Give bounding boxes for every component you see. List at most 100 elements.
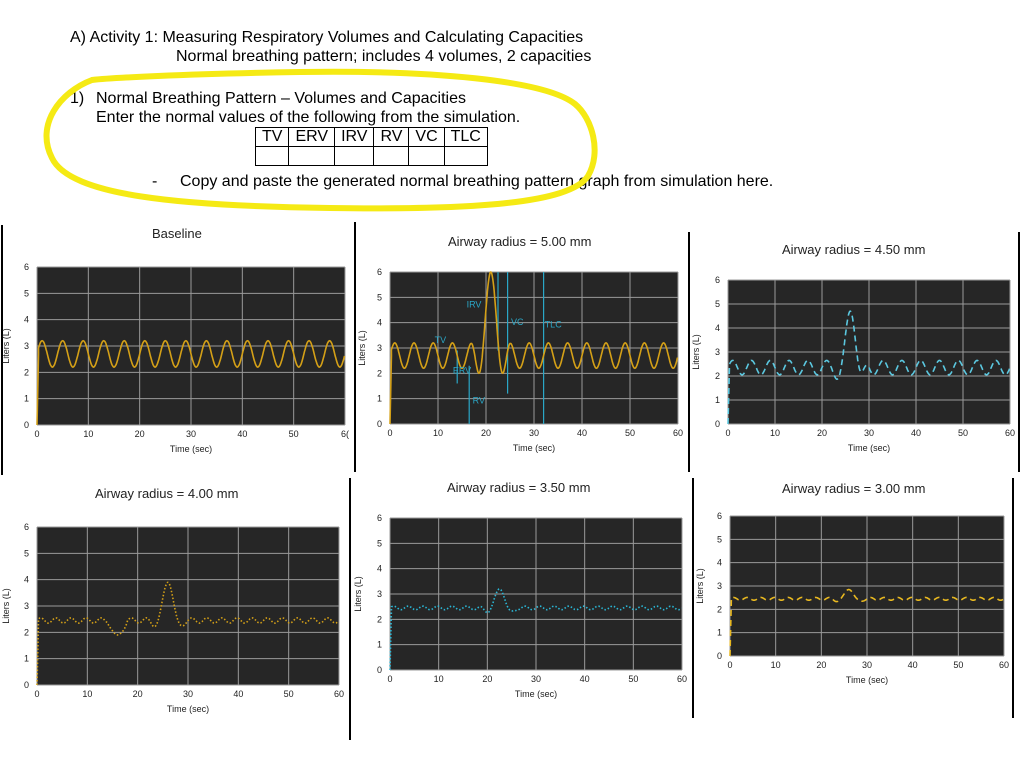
panel-separator [354,222,356,472]
x-tick-label: 40 [233,689,243,699]
volumes-table-cell[interactable] [334,146,375,166]
y-tick-label: 4 [377,564,382,574]
y-tick-label: 4 [717,558,722,568]
y-axis-label: Liters (L) [1,328,11,364]
volume-annotation: TLC [545,320,563,330]
chart-title-baseline: Baseline [152,226,202,241]
chart-radius-3-50: 0 10 20 30 40 50 60 0 1 2 3 4 5 6 Time (sec) Liters (L) [353,513,687,699]
panel-separator [692,478,694,718]
chart-title-radius-4-50: Airway radius = 4.50 mm [782,242,926,257]
y-tick-label: 6 [717,511,722,521]
question-instruction: Enter the normal values of the following… [96,109,521,126]
y-tick-label: 4 [715,323,720,333]
y-tick-label: 0 [24,420,29,430]
y-tick-label: 6 [715,275,720,285]
x-tick-label: 20 [133,689,143,699]
y-tick-label: 3 [24,601,29,611]
series-line [36,339,346,426]
x-tick-label: 60 [677,674,687,684]
y-tick-label: 6 [24,522,29,532]
y-tick-label: 6 [377,513,382,523]
y-tick-label: 2 [24,627,29,637]
y-tick-label: 5 [715,299,720,309]
highlight-stroke [43,68,598,212]
y-tick-label: 1 [717,628,722,638]
y-tick-label: 2 [24,367,29,377]
volume-annotation: RV [473,396,485,406]
x-tick-label: 20 [482,674,492,684]
y-tick-label: 5 [24,548,29,558]
y-tick-label: 1 [715,395,720,405]
highlight-loop [43,68,598,212]
x-tick-label: 40 [580,674,590,684]
x-tick-label: 50 [284,689,294,699]
x-tick-label: 20 [816,660,826,670]
bullet-text: Copy and paste the generated normal brea… [180,173,774,190]
volumes-table-header: VC [408,127,445,147]
x-tick-label: 10 [434,674,444,684]
x-tick-label: 6( [341,429,349,439]
x-tick-label: 60 [334,689,344,699]
series-line [389,270,679,425]
x-tick-label: 0 [387,428,392,438]
y-axis-label: Liters (L) [691,334,701,370]
chart-radius-4-00: 0 10 20 30 40 50 60 0 1 2 3 4 5 6 Time (sec) Liters (L) [1,522,344,714]
y-tick-label: 6 [24,262,29,272]
x-tick-label: 60 [673,428,683,438]
panel-separator [349,478,351,740]
y-tick-label: 1 [24,654,29,664]
y-tick-label: 0 [24,680,29,690]
volumes-table-value-row [254,146,488,166]
chart-radius-3-00: 0 10 20 30 40 50 60 0 1 2 3 4 5 6 Time (sec) Liters (L) [695,511,1009,685]
x-axis-label: Time (sec) [848,443,890,453]
y-tick-label: 3 [377,589,382,599]
x-tick-label: 30 [183,689,193,699]
y-tick-label: 0 [715,419,720,429]
y-tick-label: 5 [377,292,382,302]
x-axis-label: Time (sec) [515,689,557,699]
y-tick-label: 5 [717,534,722,544]
y-tick-label: 2 [717,604,722,614]
volumes-table-header: TV [254,127,290,147]
x-axis-label: Time (sec) [513,443,555,453]
x-tick-label: 10 [83,429,93,439]
y-tick-label: 3 [717,581,722,591]
question-number: 1) [70,90,85,107]
question-title: Normal Breathing Pattern – Volumes and C… [96,90,466,107]
series-line [389,588,682,671]
volume-annotation: TV [435,335,447,345]
y-tick-label: 6 [377,267,382,277]
volumes-table-cell[interactable] [443,146,488,166]
volumes-table-cell[interactable] [254,146,290,166]
y-axis-label: Liters (L) [695,568,705,604]
y-tick-label: 3 [715,347,720,357]
x-tick-label: 60 [999,660,1009,670]
x-tick-label: 20 [481,428,491,438]
x-tick-label: 0 [387,674,392,684]
y-tick-label: 4 [24,575,29,585]
x-tick-label: 10 [770,428,780,438]
panel-separator [1,225,3,475]
x-axis-label: Time (sec) [167,704,209,714]
y-tick-label: 1 [377,394,382,404]
x-tick-label: 30 [862,660,872,670]
series-line [36,581,340,686]
x-tick-label: 50 [958,428,968,438]
x-tick-label: 20 [135,429,145,439]
activity-subheading: Normal breathing pattern; includes 4 vol… [176,48,592,65]
x-tick-label: 60 [1005,428,1015,438]
volume-annotation: IRV [467,299,482,309]
x-axis-label: Time (sec) [170,444,212,454]
activity-heading: A) Activity 1: Measuring Respiratory Vol… [70,29,584,46]
y-axis-label: Liters (L) [1,588,11,624]
x-tick-label: 50 [289,429,299,439]
x-tick-label: 30 [186,429,196,439]
x-tick-label: 10 [771,660,781,670]
x-tick-label: 40 [237,429,247,439]
x-tick-label: 0 [34,689,39,699]
y-tick-label: 4 [24,315,29,325]
volumes-table-cell[interactable] [408,146,445,166]
y-tick-label: 0 [377,419,382,429]
x-tick-label: 40 [911,428,921,438]
y-tick-label: 1 [24,394,29,404]
